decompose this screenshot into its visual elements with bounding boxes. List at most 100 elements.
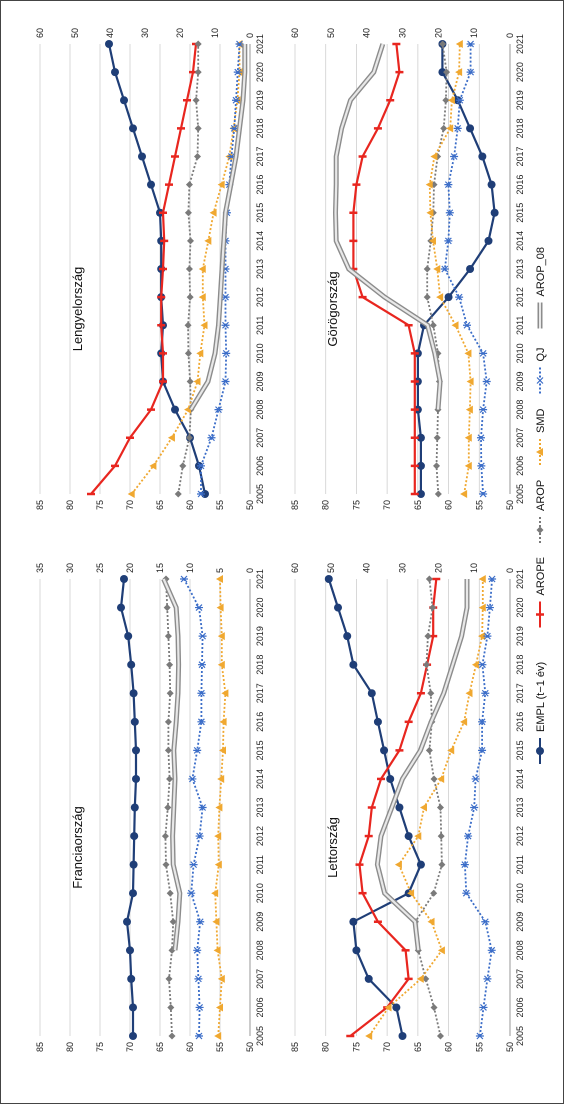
- series-line-inner: [162, 578, 181, 951]
- data-point: [466, 68, 475, 76]
- data-point: [428, 236, 436, 245]
- left-tick-label: 85: [35, 500, 45, 510]
- data-point: [184, 321, 192, 329]
- series-line-arop: [177, 44, 200, 495]
- series-line-qj: [183, 578, 204, 1037]
- data-point: [188, 775, 197, 783]
- data-point: [164, 632, 172, 640]
- data-point: [212, 917, 220, 926]
- left-tick-label: 75: [95, 1042, 105, 1052]
- data-point: [184, 349, 192, 357]
- left-tick-label: 85: [290, 500, 300, 510]
- data-point: [120, 575, 128, 583]
- data-point: [186, 378, 194, 385]
- data-point: [129, 1032, 137, 1040]
- data-point: [184, 209, 192, 217]
- data-point: [384, 1003, 392, 1012]
- left-tick-label: 75: [351, 1042, 361, 1052]
- data-point: [422, 975, 430, 983]
- legend-item: EMPL (t−1 év): [535, 662, 547, 764]
- right-tick-label: 40: [362, 28, 372, 38]
- data-point: [132, 774, 140, 783]
- data-point: [120, 96, 128, 105]
- data-point: [123, 917, 131, 926]
- right-tick-label: 20: [125, 563, 135, 573]
- right-tick-label: 30: [140, 28, 150, 38]
- data-point: [423, 661, 431, 669]
- data-point: [438, 68, 447, 77]
- x-tick-label: 2016: [255, 712, 265, 732]
- data-point: [460, 490, 468, 498]
- x-tick-label: 2018: [515, 655, 525, 675]
- x-tick-label: 2005: [515, 1026, 525, 1046]
- right-tick-label: 40: [105, 28, 115, 38]
- x-tick-label: 2012: [255, 287, 265, 307]
- data-point: [164, 804, 172, 811]
- x-tick-label: 2013: [255, 259, 265, 279]
- data-point: [420, 803, 427, 812]
- data-point: [129, 689, 138, 698]
- x-tick-label: 2020: [515, 62, 525, 82]
- data-point: [455, 96, 464, 104]
- data-point: [450, 153, 459, 160]
- data-point: [380, 746, 389, 755]
- series-line-arope: [352, 43, 416, 494]
- right-tick-label: 30: [398, 563, 408, 573]
- data-point: [166, 661, 174, 669]
- data-point: [105, 40, 113, 48]
- data-point: [198, 661, 206, 669]
- data-point: [163, 604, 171, 612]
- svg-text:AROPE: AROPE: [535, 557, 547, 596]
- left-tick-label: 75: [351, 500, 361, 510]
- legend-item: SMD: [535, 409, 547, 465]
- data-point: [484, 236, 493, 245]
- x-tick-label: 2014: [255, 769, 265, 789]
- data-point: [166, 689, 174, 697]
- right-tick-label: 40: [362, 563, 372, 573]
- left-tick-label: 60: [185, 1042, 195, 1052]
- data-point: [214, 406, 223, 414]
- data-point: [429, 321, 437, 329]
- x-tick-label: 2021: [515, 34, 525, 54]
- data-point: [466, 265, 475, 273]
- x-tick-label: 2009: [515, 371, 525, 391]
- series-line-inner: [376, 579, 469, 951]
- left-tick-label: 55: [215, 500, 225, 510]
- rotated-content: 50 55 60 65 70 75 80 85 0 5 10 15 20 25 30 35 2005 2006 20…: [35, 28, 547, 1052]
- panel-3: 50 55 60 65 70 75 80 85 0 10 20 30 40 50 60 2005 2006 200…: [290, 563, 525, 1052]
- data-point: [192, 96, 200, 104]
- series-line-inner: [334, 43, 442, 410]
- data-point: [464, 832, 473, 840]
- data-point: [168, 946, 176, 954]
- x-tick-label: 2007: [255, 428, 265, 448]
- data-point: [194, 153, 201, 160]
- left-tick-label: 55: [474, 1042, 484, 1052]
- series-line-qj: [463, 578, 493, 1037]
- data-point: [414, 832, 422, 841]
- data-point: [427, 917, 435, 926]
- right-tick-label: 20: [175, 28, 185, 38]
- x-tick-label: 2021: [255, 569, 265, 589]
- data-point: [447, 96, 455, 105]
- data-point: [217, 774, 225, 783]
- data-point: [478, 575, 486, 583]
- x-tick-label: 2020: [255, 598, 265, 618]
- data-point: [211, 889, 219, 898]
- x-tick-label: 2009: [255, 371, 265, 391]
- data-point: [214, 860, 222, 869]
- data-point: [217, 180, 225, 189]
- data-point: [426, 208, 434, 217]
- data-point: [124, 632, 133, 641]
- left-tick-label: 70: [125, 1042, 135, 1052]
- x-tick-label: 2017: [255, 683, 265, 703]
- x-tick-label: 2021: [255, 34, 265, 54]
- data-point: [215, 803, 223, 812]
- data-point: [167, 433, 175, 442]
- x-tick-label: 2012: [515, 826, 525, 846]
- data-point: [185, 181, 193, 189]
- x-tick-label: 2011: [255, 855, 265, 874]
- right-tick-label: 0: [505, 568, 515, 573]
- x-tick-label: 2015: [255, 203, 265, 223]
- data-point: [197, 490, 205, 498]
- x-tick-label: 2011: [255, 316, 265, 335]
